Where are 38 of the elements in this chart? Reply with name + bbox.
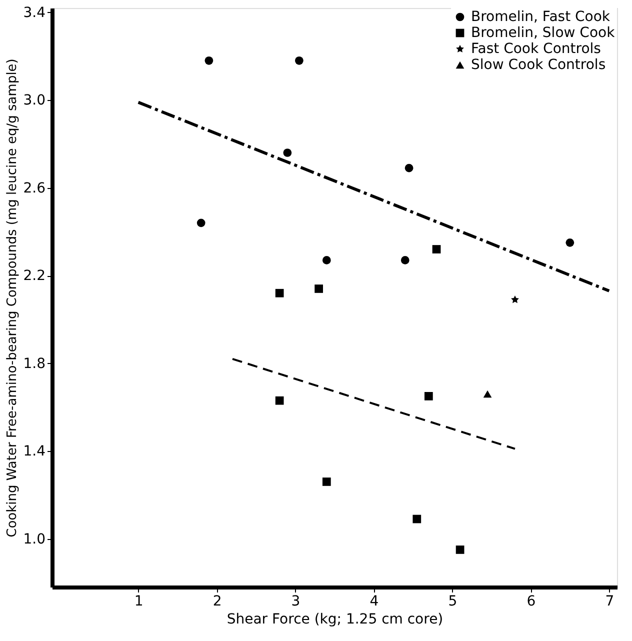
y-tick-label: 2.2 — [23, 268, 46, 284]
y-tick-label: 3.4 — [23, 4, 46, 21]
legend-label: Slow Cook Controls — [471, 57, 606, 73]
point — [275, 288, 284, 298]
y-tick-label: 2.6 — [23, 180, 46, 196]
point — [322, 478, 331, 486]
point — [456, 546, 464, 554]
x-tick-label: 4 — [370, 594, 379, 610]
point — [424, 392, 433, 400]
x-tick-label: 7 — [605, 594, 614, 610]
point — [204, 56, 214, 65]
y-tick-label: 1.4 — [23, 444, 46, 460]
x-tick-label: 2 — [212, 594, 222, 610]
point — [275, 396, 284, 405]
x-tick-label: 3 — [291, 594, 300, 610]
x-tick-label: 6 — [526, 594, 536, 610]
point — [283, 148, 292, 157]
point — [400, 256, 410, 264]
y-axis-title: Cooking Water Free-amino-bearing Compounds (mg leucine eq/g sample) — [5, 58, 20, 538]
point — [432, 245, 441, 254]
point — [404, 164, 414, 172]
legend-label: Fast Cook Controls — [471, 41, 601, 57]
legend-label: Bromelin, Fast Cook — [471, 9, 611, 25]
point — [412, 514, 422, 524]
x-tick-label: 1 — [134, 594, 144, 610]
point — [196, 218, 206, 228]
x-axis-title: Shear Force (kg; 1.25 cm core) — [226, 612, 444, 628]
point — [314, 284, 323, 293]
point — [511, 296, 519, 304]
y-tick-label: 3.0 — [23, 92, 46, 109]
point — [483, 390, 492, 398]
point — [295, 56, 304, 65]
legend-label: Bromelin, Slow Cook — [471, 25, 616, 41]
point — [566, 238, 574, 247]
point — [322, 256, 331, 264]
y-tick-label: 1.8 — [23, 356, 46, 372]
y-tick-label: 1.0 — [23, 531, 46, 548]
x-tick-label: 5 — [448, 594, 458, 610]
